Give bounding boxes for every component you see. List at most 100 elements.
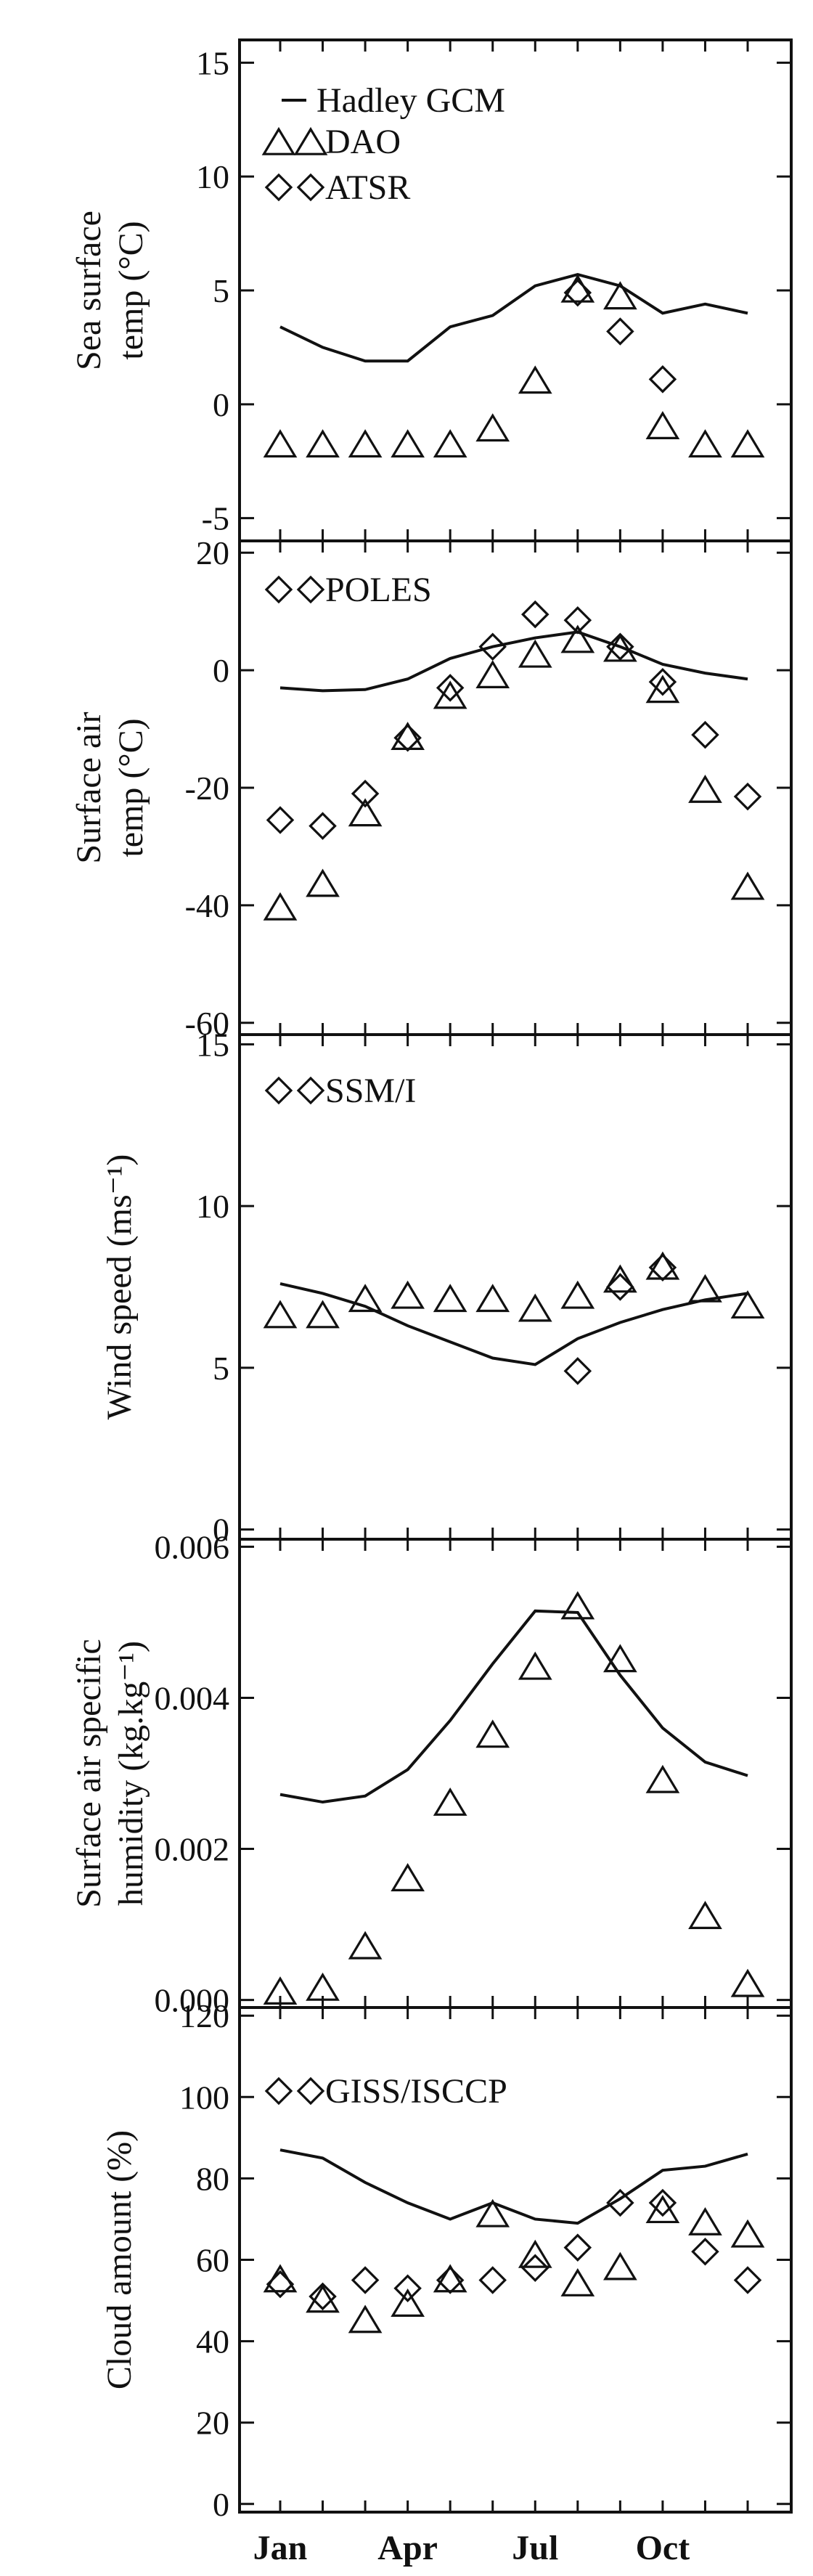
y-tick-label: -5 xyxy=(202,500,229,537)
dao-point xyxy=(730,1290,765,1319)
y-tick-label: 0.004 xyxy=(155,1679,230,1716)
y-tick-label: -60 xyxy=(185,1005,229,1042)
dao-point xyxy=(348,429,383,458)
giss-isccp-point xyxy=(691,2238,719,2266)
month-label: Oct xyxy=(636,2529,690,2567)
dao-point xyxy=(391,2288,425,2317)
giss-isccp-point xyxy=(478,2266,507,2294)
legend-triangle-swatch xyxy=(261,126,296,155)
y-tick-label: 80 xyxy=(196,2160,229,2197)
giss-isccp-point xyxy=(648,2188,677,2217)
y-axis-label: humidity (kg.kg⁻¹) xyxy=(112,1641,150,1906)
chart-panel-4: 0.000 0.002 0.004 0.006 Surface air specific… xyxy=(70,1528,793,2019)
giss-isccp-point xyxy=(309,2282,337,2311)
dao-point xyxy=(730,871,765,900)
y-tick-label: 120 xyxy=(179,1997,229,2034)
y-tick-label: 0 xyxy=(213,386,229,423)
giss-isccp-point xyxy=(521,2254,550,2282)
y-tick-label: 20 xyxy=(196,2405,229,2442)
y-tick-label: 40 xyxy=(196,2323,229,2360)
month-label: Apr xyxy=(377,2529,438,2567)
legend-diamond-swatch xyxy=(296,2076,325,2106)
y-tick-label: 20 xyxy=(196,534,229,571)
dao-point xyxy=(433,1284,467,1313)
y-tick-label: 0 xyxy=(213,652,229,689)
month-label: Jul xyxy=(512,2529,558,2567)
series-group xyxy=(263,2148,765,2334)
legend-label: POLES xyxy=(325,571,432,609)
plot-frame xyxy=(238,1033,793,1541)
dao-point xyxy=(263,429,298,458)
plot-frame xyxy=(238,539,793,1036)
legend-diamond-swatch xyxy=(296,575,325,604)
giss-isccp-point xyxy=(436,2266,465,2294)
series-group xyxy=(263,272,765,458)
legend-label: GISS/ISCCP xyxy=(325,2072,507,2111)
dao-point xyxy=(263,892,298,921)
atsr-point xyxy=(648,365,677,394)
legend-diamond-swatch xyxy=(264,2076,293,2106)
y-tick-label: 0.006 xyxy=(155,1528,230,1565)
y-axis-label: temp (°C) xyxy=(112,221,150,359)
dao-point xyxy=(348,1284,383,1313)
dao-point xyxy=(306,1300,340,1329)
y-tick-label: -20 xyxy=(185,770,229,807)
giss-isccp-point xyxy=(393,2274,422,2302)
dao-point xyxy=(518,639,552,668)
legend-entry: ATSR xyxy=(264,168,410,207)
ssm-i-point xyxy=(606,1273,634,1301)
y-axis-label: Surface air specific xyxy=(70,1639,108,1907)
y-axis-label: Wind speed (ms⁻¹) xyxy=(100,1154,139,1420)
dao-point xyxy=(688,774,722,803)
poles-point xyxy=(691,720,719,749)
dao-point xyxy=(475,660,510,688)
dao-point xyxy=(306,429,340,458)
dao-point xyxy=(391,1863,425,1891)
y-tick-label: 0 xyxy=(213,2486,229,2523)
dao-point xyxy=(306,2284,340,2313)
hadley-gcm-line xyxy=(279,1609,748,1804)
hadley-gcm-line xyxy=(279,2148,748,2225)
dao-point xyxy=(730,1968,765,1997)
chart-panel-2: -60 -40 -20 0 20 Surface air temp (°C) POLES xyxy=(70,534,793,1042)
dao-point xyxy=(730,2219,765,2248)
poles-point xyxy=(478,632,507,661)
dao-point xyxy=(433,680,467,709)
poles-point xyxy=(436,674,465,702)
dao-point xyxy=(475,1719,510,1748)
y-tick-label: 60 xyxy=(196,2242,229,2279)
chart-panel-5: 0 20 40 60 80 100 120 Cloud amount (%) GISS/ISCC… xyxy=(100,1997,793,2523)
poles-point xyxy=(309,812,337,840)
legend-diamond-swatch xyxy=(264,575,293,604)
plot-frame xyxy=(238,1538,793,2009)
dao-point xyxy=(475,1284,510,1313)
y-tick-label: 15 xyxy=(196,1026,229,1063)
dao-point xyxy=(306,1972,340,2001)
legend-label: ATSR xyxy=(325,168,410,207)
dao-point xyxy=(603,1264,637,1293)
dao-point xyxy=(475,2198,510,2227)
dao-point xyxy=(645,674,680,704)
legend-diamond-swatch xyxy=(296,173,325,202)
y-tick-label: 0.000 xyxy=(155,1982,230,2019)
y-tick-label: 15 xyxy=(196,44,229,81)
dao-point xyxy=(518,2239,552,2268)
dao-point xyxy=(263,1976,298,2005)
dao-point xyxy=(348,1931,383,1960)
dao-point xyxy=(560,624,595,653)
giss-isccp-point xyxy=(563,2233,592,2262)
y-tick-label: 10 xyxy=(196,158,229,195)
y-tick-label: 5 xyxy=(213,1350,229,1387)
y-tick-label: -40 xyxy=(185,887,229,924)
y-tick-label: 100 xyxy=(179,2079,229,2116)
dao-point xyxy=(645,1764,680,1793)
dao-point xyxy=(603,2251,637,2281)
y-tick-label: 10 xyxy=(196,1188,229,1225)
legend-label: Hadley GCM xyxy=(316,81,505,120)
chart-panel-3: 0 5 10 15 Wind speed (ms⁻¹) SSM/I xyxy=(100,1026,793,1549)
poles-point xyxy=(393,723,422,752)
poles-point xyxy=(648,668,677,696)
dao-point xyxy=(730,429,765,458)
y-axis-label: Cloud amount (%) xyxy=(100,2130,139,2389)
